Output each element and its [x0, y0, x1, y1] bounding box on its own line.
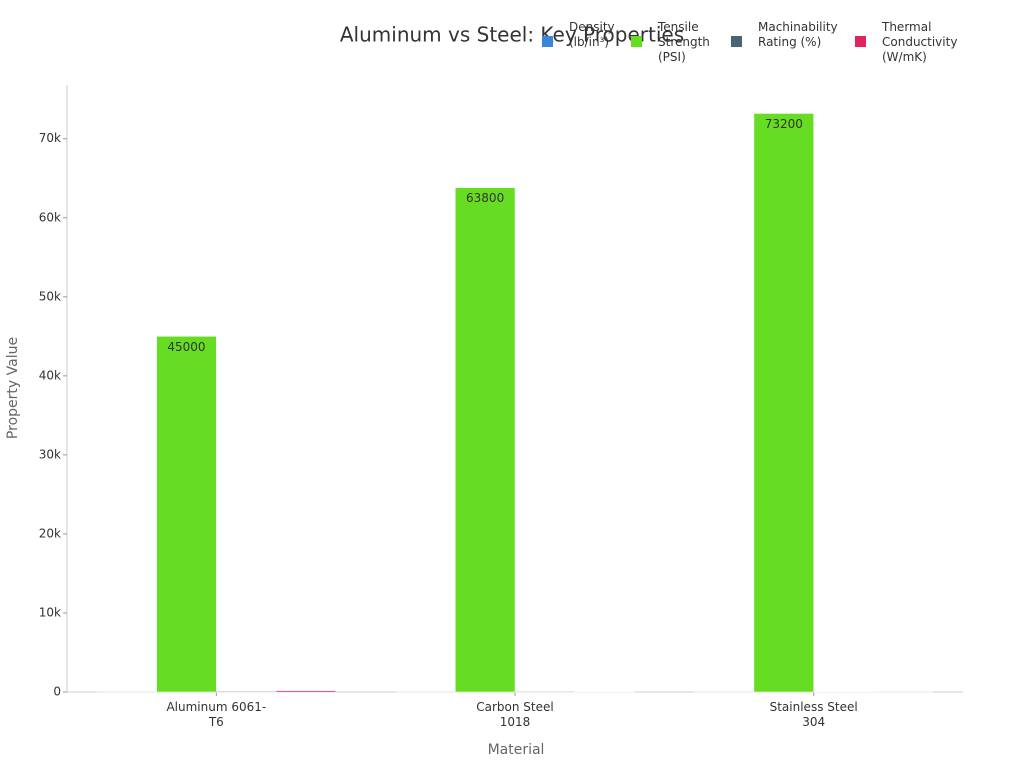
data-label: 63800 — [466, 191, 504, 205]
legend-swatch — [855, 36, 866, 47]
y-tick-label: 0 — [53, 685, 61, 699]
bar — [753, 113, 814, 693]
legend-label: Density (lb/in³) — [569, 20, 615, 49]
bar — [156, 336, 217, 693]
y-tick-label: 50k — [39, 289, 61, 303]
y-tick-label: 60k — [39, 210, 61, 224]
bar — [455, 187, 516, 693]
legend-swatch — [542, 36, 553, 47]
y-axis-title: Property Value — [5, 337, 21, 439]
y-tick-label: 10k — [39, 605, 61, 619]
y-tick-label: 30k — [39, 447, 61, 461]
x-axis-title: Material — [488, 742, 545, 758]
y-tick-label: 20k — [39, 526, 61, 540]
legend-label: Machinability Rating (%) — [758, 20, 838, 49]
x-tick-label: Carbon Steel 1018 — [476, 700, 554, 729]
legend-label: Thermal Conductivity (W/mK) — [882, 20, 958, 64]
x-tick-label: Stainless Steel 304 — [769, 700, 858, 729]
y-tick-label: 40k — [39, 368, 61, 382]
y-tick-label: 70k — [39, 131, 61, 145]
legend-swatch — [731, 36, 742, 47]
bar — [514, 691, 575, 693]
chart-title: Aluminum vs Steel: Key Properties — [340, 23, 684, 47]
legend-swatch — [631, 36, 642, 47]
bar — [216, 691, 277, 693]
data-label: 73200 — [765, 117, 803, 131]
legend-label: Tensile Strength (PSI) — [658, 20, 710, 64]
x-tick-label: Aluminum 6061-T6 — [166, 700, 267, 729]
bar — [275, 690, 337, 693]
data-label: 45000 — [167, 340, 205, 354]
